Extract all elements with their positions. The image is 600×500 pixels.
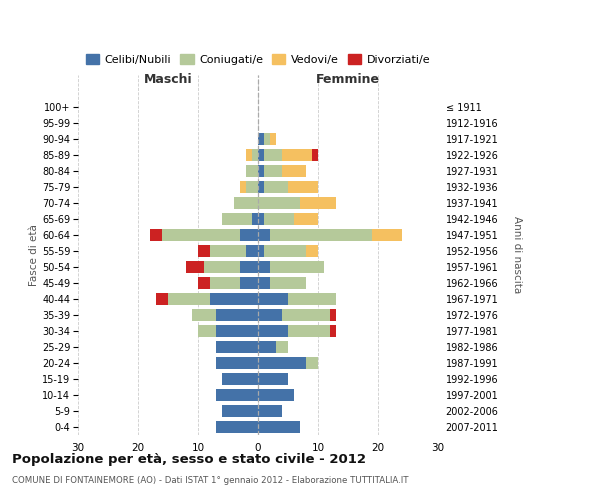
Bar bbox=[258, 389, 294, 401]
Bar bbox=[216, 421, 258, 433]
Bar bbox=[270, 229, 372, 241]
Bar bbox=[198, 245, 210, 257]
Bar bbox=[312, 149, 318, 161]
Bar bbox=[330, 325, 336, 337]
Bar bbox=[222, 373, 258, 385]
Bar bbox=[264, 213, 294, 225]
Bar bbox=[222, 405, 258, 417]
Bar bbox=[210, 293, 258, 305]
Bar bbox=[246, 149, 252, 161]
Bar bbox=[198, 277, 210, 289]
Bar bbox=[246, 181, 258, 193]
Bar bbox=[258, 213, 264, 225]
Bar bbox=[186, 261, 204, 273]
Text: Maschi: Maschi bbox=[143, 73, 193, 86]
Bar bbox=[294, 213, 318, 225]
Bar bbox=[258, 261, 270, 273]
Bar bbox=[258, 325, 288, 337]
Bar bbox=[288, 325, 330, 337]
Bar bbox=[258, 229, 270, 241]
Bar bbox=[306, 245, 318, 257]
Bar bbox=[258, 421, 300, 433]
Bar bbox=[258, 181, 264, 193]
Text: Popolazione per età, sesso e stato civile - 2012: Popolazione per età, sesso e stato civil… bbox=[12, 452, 366, 466]
Bar bbox=[282, 309, 330, 321]
Bar bbox=[156, 293, 168, 305]
Bar bbox=[258, 277, 270, 289]
Bar bbox=[258, 357, 306, 369]
Bar bbox=[216, 309, 258, 321]
Bar bbox=[168, 293, 210, 305]
Y-axis label: Fasce di età: Fasce di età bbox=[29, 224, 39, 286]
Bar bbox=[258, 373, 288, 385]
Bar bbox=[204, 261, 240, 273]
Bar bbox=[258, 293, 288, 305]
Bar bbox=[372, 229, 402, 241]
Bar bbox=[264, 133, 270, 145]
Bar bbox=[288, 181, 318, 193]
Bar bbox=[276, 341, 288, 353]
Bar bbox=[216, 389, 258, 401]
Bar bbox=[282, 149, 312, 161]
Bar bbox=[270, 261, 324, 273]
Bar bbox=[246, 245, 258, 257]
Bar bbox=[246, 165, 258, 177]
Bar bbox=[210, 245, 246, 257]
Bar bbox=[252, 213, 258, 225]
Bar bbox=[258, 149, 264, 161]
Bar bbox=[234, 197, 258, 209]
Bar bbox=[150, 229, 162, 241]
Bar bbox=[258, 309, 282, 321]
Bar bbox=[264, 181, 288, 193]
Bar bbox=[282, 165, 306, 177]
Bar bbox=[258, 165, 264, 177]
Text: COMUNE DI FONTAINEMORE (AO) - Dati ISTAT 1° gennaio 2012 - Elaborazione TUTTITAL: COMUNE DI FONTAINEMORE (AO) - Dati ISTAT… bbox=[12, 476, 409, 485]
Bar bbox=[240, 181, 246, 193]
Bar bbox=[216, 341, 258, 353]
Bar bbox=[216, 357, 258, 369]
Bar bbox=[210, 277, 240, 289]
Bar bbox=[192, 309, 216, 321]
Bar bbox=[198, 325, 216, 337]
Y-axis label: Anni di nascita: Anni di nascita bbox=[512, 216, 523, 294]
Bar bbox=[258, 133, 264, 145]
Bar bbox=[240, 229, 258, 241]
Bar bbox=[330, 309, 336, 321]
Bar bbox=[222, 213, 252, 225]
Bar bbox=[306, 357, 318, 369]
Bar bbox=[240, 261, 258, 273]
Legend: Celibi/Nubili, Coniugati/e, Vedovi/e, Divorziati/e: Celibi/Nubili, Coniugati/e, Vedovi/e, Di… bbox=[82, 50, 434, 70]
Bar bbox=[300, 197, 336, 209]
Bar bbox=[270, 277, 306, 289]
Bar bbox=[258, 245, 264, 257]
Bar bbox=[258, 341, 276, 353]
Bar bbox=[252, 149, 258, 161]
Bar bbox=[258, 197, 300, 209]
Bar bbox=[162, 229, 240, 241]
Bar bbox=[240, 277, 258, 289]
Bar bbox=[216, 325, 258, 337]
Bar bbox=[264, 165, 282, 177]
Bar bbox=[258, 405, 282, 417]
Bar bbox=[264, 245, 306, 257]
Bar bbox=[288, 293, 336, 305]
Text: Femmine: Femmine bbox=[316, 73, 380, 86]
Bar bbox=[264, 149, 282, 161]
Bar bbox=[270, 133, 276, 145]
